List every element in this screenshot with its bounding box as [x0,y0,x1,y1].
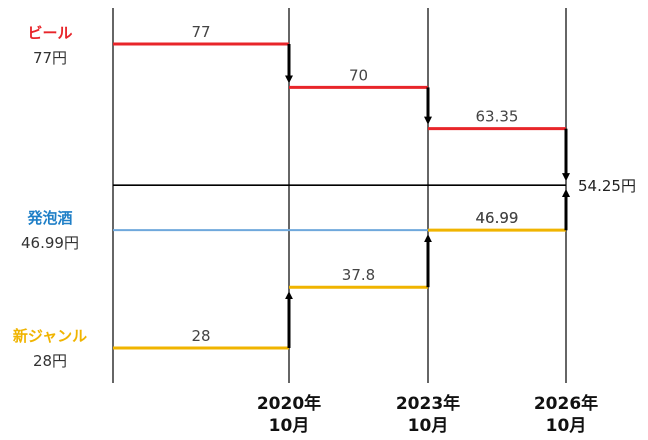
label-beer-price: 77円 [32,49,68,67]
new-genre-value-label-2: 37.8 [342,266,375,284]
x-tick-2023: 2023年 10月 [373,393,483,437]
new-genre-value-label-3: 46.99 [476,209,519,227]
beer-value-label-2: 70 [349,66,368,84]
beer-value-label-1: 77 [191,23,210,41]
x-tick-2020-year: 2020年 [256,394,322,414]
x-tick-2020-month: 10月 [268,416,310,436]
label-happoshu-price: 46.99円 [21,234,79,252]
x-tick-2026: 2026年 10月 [511,393,621,437]
beer-value-label-3: 63.35 [476,108,519,126]
label-happoshu: 発泡酒 [27,209,73,227]
x-tick-2023-year: 2023年 [395,394,461,414]
x-tick-2026-month: 10月 [545,416,587,436]
x-tick-2020: 2020年 10月 [234,393,344,437]
x-tick-2026-year: 2026年 [533,394,599,414]
target-value-label: 54.25円 [578,177,636,195]
label-new-genre-price: 28円 [32,352,68,370]
happoshu-value-label: 46.99 [476,209,519,227]
x-tick-2023-month: 10月 [407,416,449,436]
label-new-genre: 新ジャンル [12,327,88,345]
new-genre-value-label-1: 28 [191,327,210,345]
label-beer: ビール [27,24,73,42]
